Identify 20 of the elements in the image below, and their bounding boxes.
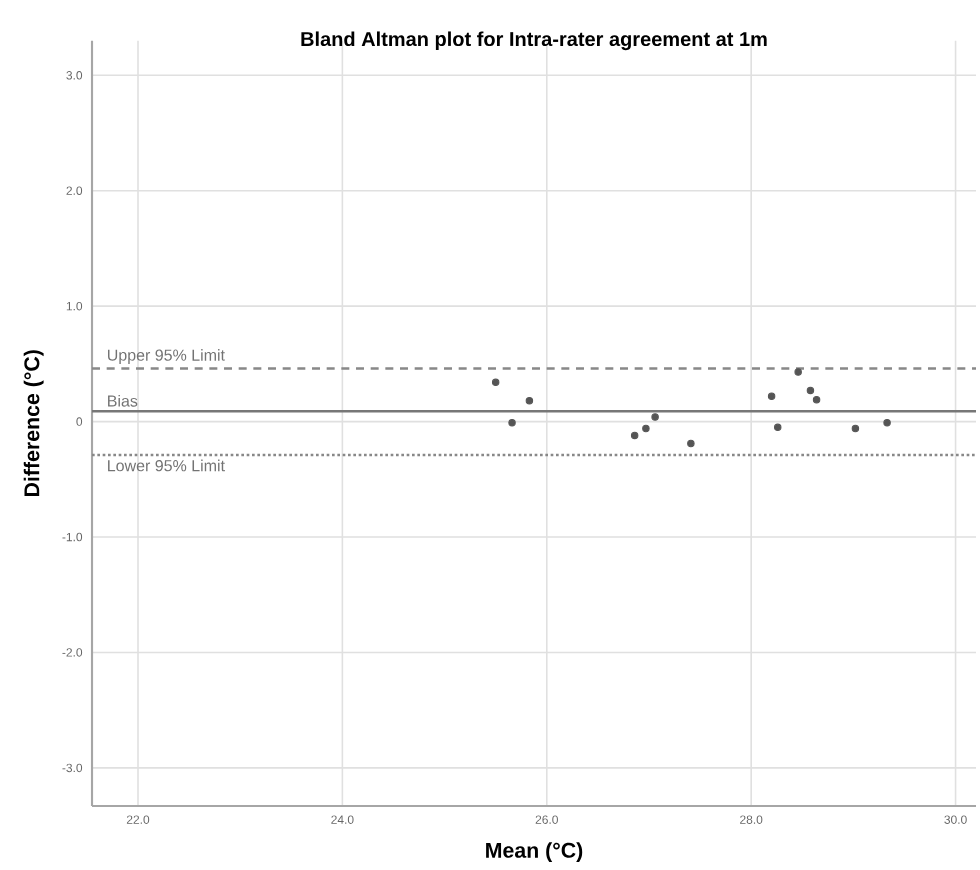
point: [812, 395, 821, 404]
x-axis-title: Mean (°C): [486, 842, 583, 863]
point: [642, 424, 650, 433]
point: [794, 368, 802, 376]
point: [630, 431, 639, 440]
point: [651, 413, 659, 421]
point: [767, 392, 776, 400]
y-axis-title: Difference (°C): [23, 350, 44, 497]
point: [851, 424, 860, 433]
point: [883, 419, 891, 427]
point: [687, 439, 695, 448]
ref-line-label: Lower 95% Limit: [108, 459, 225, 472]
point: [806, 386, 815, 395]
point: [774, 423, 782, 432]
chart-title: Bland Altman plot for Intra-rater agreement at 1m: [301, 31, 767, 51]
point: [491, 378, 500, 387]
point: [508, 419, 516, 427]
ref-line-label: Upper 95% Limit: [108, 349, 225, 364]
point: [525, 397, 534, 405]
ref-line-label: Bias: [108, 394, 138, 407]
